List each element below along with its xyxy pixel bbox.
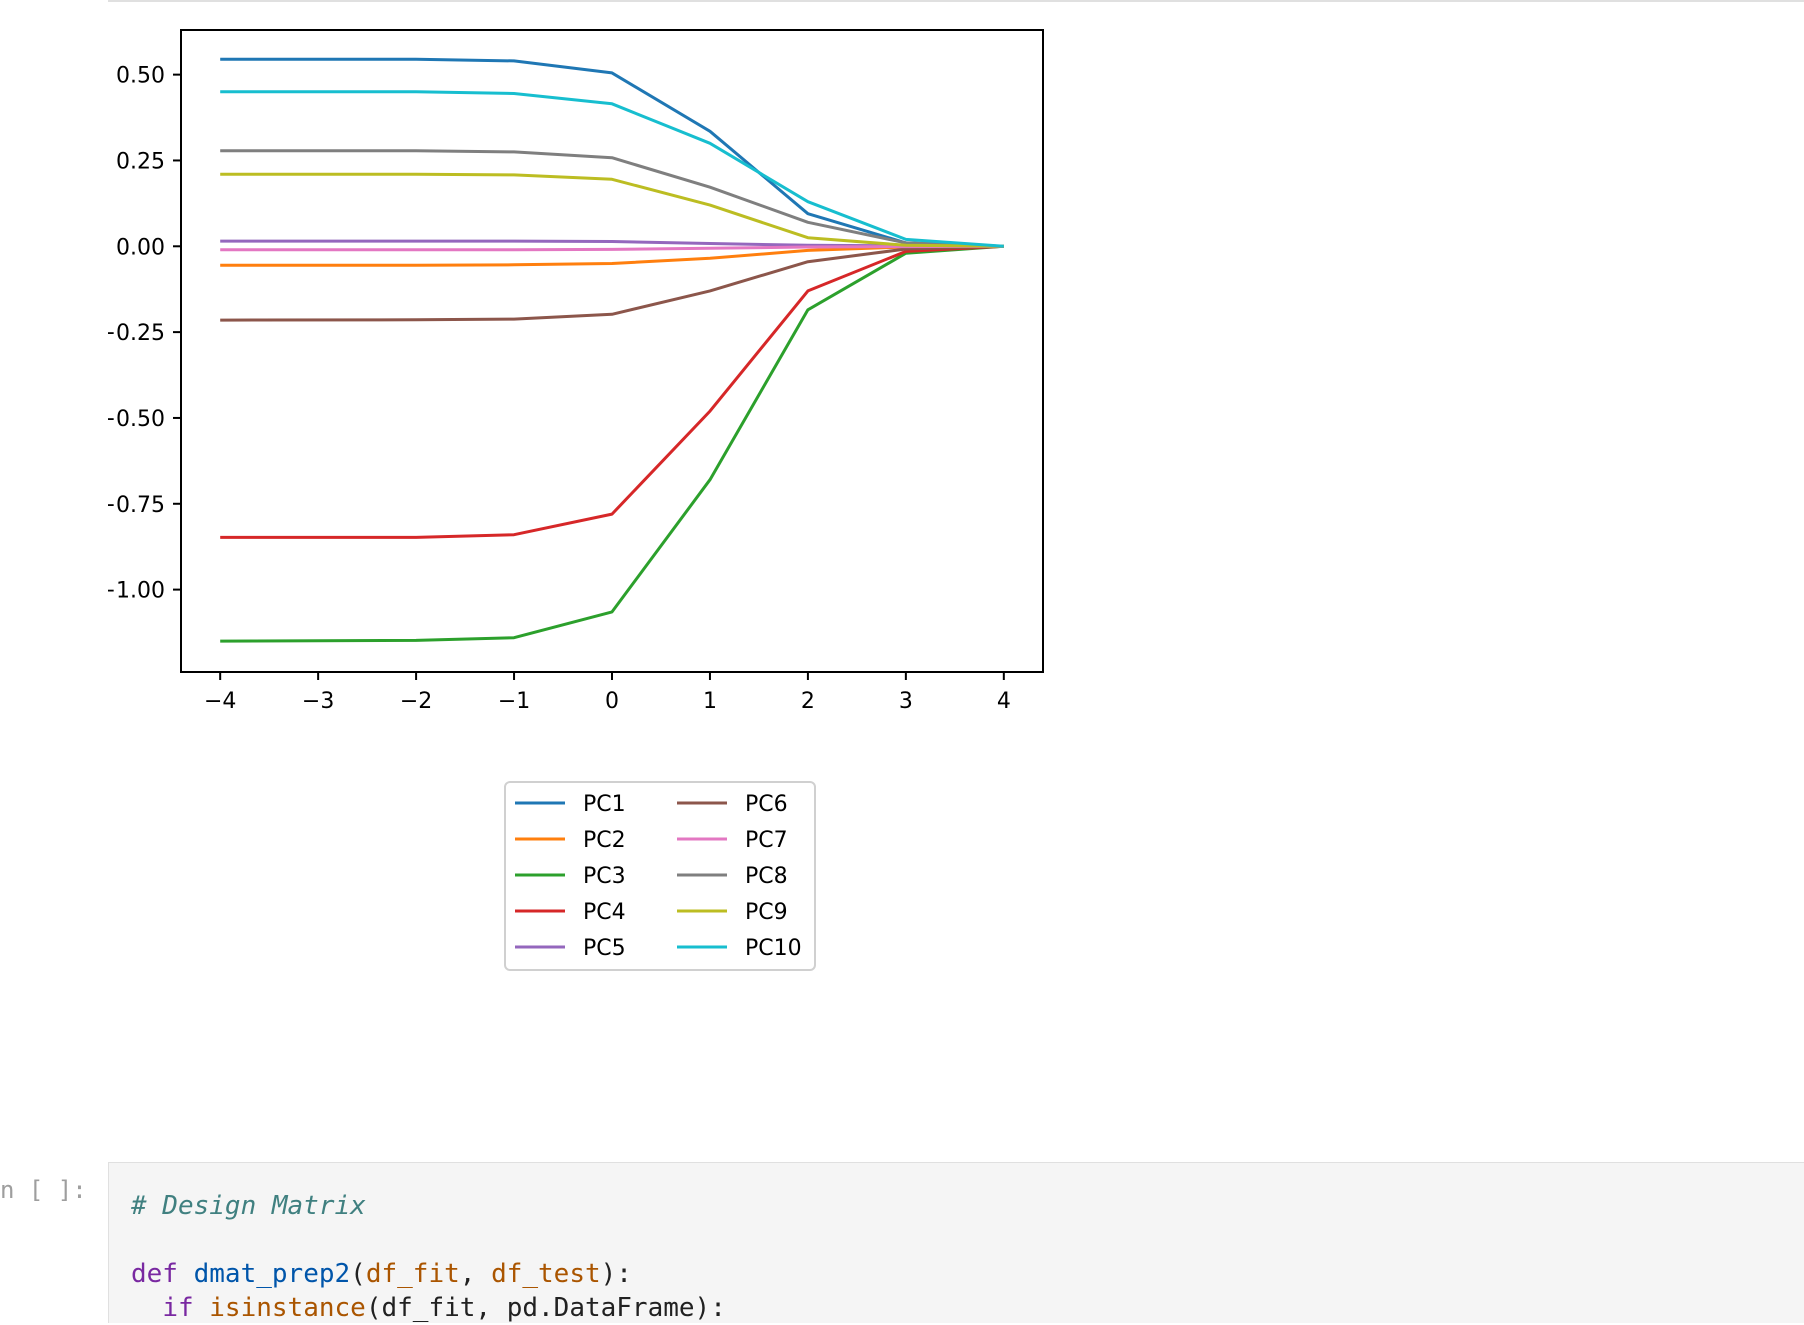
code-line: def dmat_prep2(df_fit, df_test): xyxy=(131,1257,726,1291)
x-tick-label: −3 xyxy=(302,689,334,714)
series-line-pc10 xyxy=(220,90,1004,248)
code-token: , xyxy=(459,1259,492,1289)
legend-label-pc10: PC10 xyxy=(745,936,802,961)
legend-label-pc8: PC8 xyxy=(745,864,788,889)
code-line: # Design Matrix xyxy=(131,1189,726,1223)
code-token xyxy=(131,1293,162,1323)
code-line xyxy=(131,1223,726,1257)
x-tick-label: 3 xyxy=(899,689,913,714)
legend-label-pc2: PC2 xyxy=(583,828,626,853)
y-tick-label: 0.25 xyxy=(116,149,165,174)
y-tick-label: 0.00 xyxy=(116,235,165,260)
series-line-pc9 xyxy=(220,172,1004,248)
code-token: df_test xyxy=(491,1259,601,1289)
x-tick-label: −4 xyxy=(204,689,236,714)
y-tick-label: −0.25 xyxy=(108,321,165,346)
x-tick-label: 1 xyxy=(703,689,717,714)
legend-label-pc9: PC9 xyxy=(745,900,788,925)
legend-label-pc5: PC5 xyxy=(583,936,626,961)
code-line: if isinstance(df_fit, pd.DataFrame): xyxy=(131,1291,726,1325)
x-tick-label: 2 xyxy=(801,689,815,714)
series-line-pc4 xyxy=(220,244,1004,539)
cell-output: −4 −3 −2 −1 0 1 2 3 4 0.50 0.25 0.00 −0.25 −0.50 −0.75… xyxy=(108,0,1804,1150)
cell-top-border xyxy=(108,0,1804,6)
series-line-pc1 xyxy=(220,57,1004,248)
code-token: isinstance xyxy=(209,1293,366,1323)
code-token: df_fit xyxy=(365,1259,460,1289)
x-tick-label: 0 xyxy=(605,689,619,714)
code-token: ( xyxy=(350,1259,366,1289)
code-token: # Design Matrix xyxy=(131,1191,366,1221)
code-token: (df_fit, pd.DataFrame): xyxy=(365,1293,726,1323)
code-token: ): xyxy=(600,1259,632,1289)
y-tick-label: −1.00 xyxy=(108,579,165,604)
code-editor[interactable]: # Design Matrix def dmat_prep2(df_fit, df… xyxy=(131,1189,726,1325)
x-tick-label: −1 xyxy=(498,689,530,714)
y-tick-label: −0.75 xyxy=(108,493,165,518)
y-tick-label: 0.50 xyxy=(116,64,165,89)
cell-prompt: n [ ]: xyxy=(0,1176,87,1204)
legend-label-pc1: PC1 xyxy=(583,792,626,817)
code-token: def xyxy=(131,1259,194,1289)
series-line-pc8 xyxy=(220,149,1004,248)
code-cell[interactable]: # Design Matrix def dmat_prep2(df_fit, df… xyxy=(108,1162,1804,1323)
series-line-pc7 xyxy=(220,244,1004,252)
plot-frame xyxy=(180,29,1044,673)
legend-label-pc6: PC6 xyxy=(745,792,788,817)
legend-label-pc7: PC7 xyxy=(745,828,788,853)
code-token: if xyxy=(162,1293,210,1323)
line-chart: −4 −3 −2 −1 0 1 2 3 4 0.50 0.25 0.00 −0.25 −0.50 −0.75… xyxy=(108,29,1044,971)
code-token: dmat_prep2 xyxy=(193,1259,351,1289)
x-tick-label: 4 xyxy=(997,689,1011,714)
legend xyxy=(504,781,816,971)
legend-label-pc3: PC3 xyxy=(583,864,626,889)
series-line-pc3 xyxy=(220,244,1004,643)
x-tick-label: −2 xyxy=(400,689,432,714)
legend-label-pc4: PC4 xyxy=(583,900,626,925)
y-tick-label: −0.50 xyxy=(108,407,165,432)
series-line-pc6 xyxy=(220,244,1004,322)
